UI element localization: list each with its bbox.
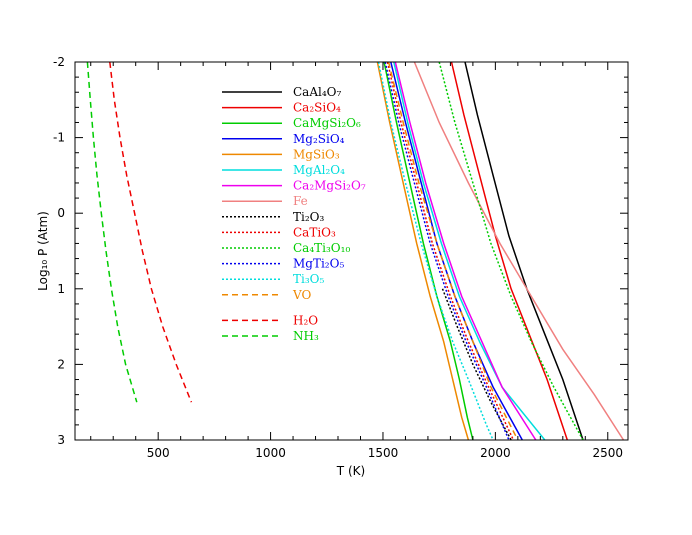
legend-label: Fe bbox=[293, 194, 308, 208]
series-line-9 bbox=[386, 62, 515, 440]
legend-label: Ca₂MgSi₂O₇ bbox=[293, 179, 366, 193]
y-tick-label: 3 bbox=[57, 433, 65, 447]
series-line-2 bbox=[383, 62, 474, 440]
series-line-4 bbox=[376, 62, 470, 440]
y-axis-title: Log₁₀ P (Atm) bbox=[36, 211, 50, 291]
series-line-13 bbox=[387, 62, 519, 440]
legend-label: CaTiO₃ bbox=[293, 225, 336, 239]
y-tick-label: -1 bbox=[53, 131, 65, 145]
series-line-10 bbox=[438, 62, 584, 440]
series-line-0 bbox=[464, 62, 584, 440]
series-line-6 bbox=[394, 62, 537, 440]
legend-label: MgAl₂O₄ bbox=[293, 163, 345, 177]
plot-frame bbox=[74, 61, 629, 441]
legend-label: Ca₂SiO₄ bbox=[293, 101, 341, 115]
legend-label: H₂O bbox=[293, 313, 318, 327]
legend-label: CaAl₄O₇ bbox=[293, 85, 341, 99]
y-tick-label: 2 bbox=[57, 357, 65, 371]
legend-label: Mg₂SiO₄ bbox=[293, 132, 345, 146]
series-line-3 bbox=[390, 62, 523, 440]
x-tick-label: 2500 bbox=[592, 446, 623, 460]
series-line-14 bbox=[109, 62, 193, 403]
x-tick-label: 1000 bbox=[255, 446, 286, 460]
legend-label: VO bbox=[292, 288, 311, 302]
legend-label: MgTi₂O₅ bbox=[293, 257, 344, 271]
legend-label: Ca₄Ti₃O₁₀ bbox=[293, 241, 350, 255]
series-line-1 bbox=[450, 62, 569, 440]
x-axis-title: T (K) bbox=[336, 464, 365, 478]
series-line-15 bbox=[86, 62, 138, 403]
series-line-7 bbox=[413, 62, 625, 440]
x-tick-label: 500 bbox=[147, 446, 170, 460]
series-line-8 bbox=[441, 288, 512, 440]
x-tick-label: 1500 bbox=[368, 446, 399, 460]
legend-label: MgSiO₃ bbox=[293, 147, 340, 161]
legend-label: Ti₂O₃ bbox=[293, 210, 324, 224]
x-tick-label: 2000 bbox=[480, 446, 511, 460]
series-line-11 bbox=[384, 62, 510, 440]
series-line-5 bbox=[393, 62, 546, 440]
y-tick-label: -2 bbox=[53, 55, 65, 69]
series-line-12 bbox=[377, 62, 494, 440]
legend-label: Ti₃O₅ bbox=[293, 272, 324, 286]
legend-label: CaMgSi₂O₆ bbox=[293, 116, 361, 130]
y-tick-label: 1 bbox=[57, 282, 65, 296]
legend-label: NH₃ bbox=[293, 329, 319, 343]
y-tick-label: 0 bbox=[57, 206, 65, 220]
